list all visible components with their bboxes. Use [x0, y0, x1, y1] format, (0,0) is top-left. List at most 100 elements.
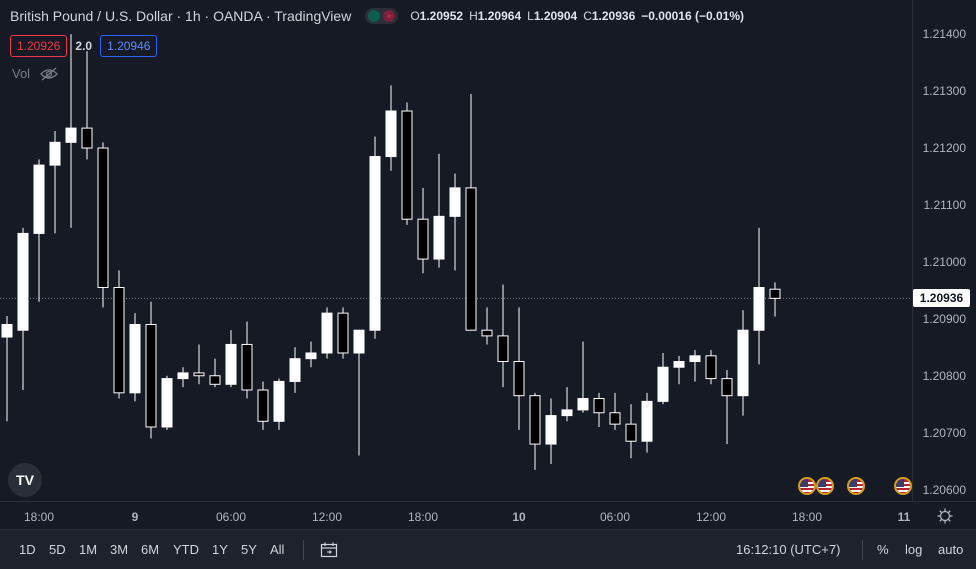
buy-price-button[interactable]: 1.20946: [100, 35, 158, 57]
divider: [303, 540, 304, 560]
candle-body: [321, 312, 333, 354]
symbol-legend[interactable]: British Pound / U.S. Dollar · 1h · OANDA…: [10, 8, 750, 24]
time-tick: 9: [131, 510, 139, 524]
time-tick: 06:00: [215, 510, 247, 524]
chart-settings-gear-icon[interactable]: [937, 508, 953, 524]
us-event-flag-icon[interactable]: [894, 477, 912, 495]
ohlc-high: H1.20964: [469, 9, 522, 23]
range-6m-button[interactable]: 6M: [141, 542, 160, 557]
market-open-icon[interactable]: ≈: [365, 8, 399, 24]
time-axis[interactable]: 18:00 9 06:00 12:00 18:00 10 06:00 12:00…: [0, 501, 976, 529]
candle: [81, 51, 93, 160]
price-tick: 1.21100: [923, 197, 967, 212]
candle: [609, 392, 621, 430]
us-event-flag-icon[interactable]: [847, 477, 865, 495]
range-5y-button[interactable]: 5Y: [241, 542, 257, 557]
candle: [561, 387, 573, 422]
candle: [1, 315, 13, 422]
auto-scale-toggle[interactable]: auto: [938, 542, 964, 557]
candle-body: [113, 287, 125, 394]
chart-area[interactable]: British Pound / U.S. Dollar · 1h · OANDA…: [0, 0, 912, 501]
candle: [593, 392, 605, 427]
candle-body: [97, 147, 109, 289]
candle-body: [49, 141, 61, 166]
candle-body: [561, 409, 573, 417]
candle: [529, 392, 541, 470]
percent-scale-toggle[interactable]: %: [877, 542, 889, 557]
candle-body: [545, 415, 557, 445]
candle-body: [1, 324, 13, 338]
timezone-clock[interactable]: 16:12:10 (UTC+7): [736, 542, 841, 557]
candle: [433, 153, 445, 268]
candle: [321, 307, 333, 359]
candle-body: [513, 361, 525, 397]
eye-hidden-icon[interactable]: [40, 67, 58, 81]
range-1d-button[interactable]: 1D: [19, 542, 36, 557]
candle: [497, 284, 509, 388]
candle: [369, 136, 381, 339]
tradingview-logo[interactable]: TV: [8, 463, 42, 497]
candle-body: [289, 358, 301, 382]
ohlc-change: −0.00016 (−0.01%): [641, 9, 745, 23]
candle-body: [481, 329, 493, 337]
ohlc-open: O1.20952: [410, 9, 464, 23]
range-all-button[interactable]: All: [270, 542, 285, 557]
candle: [305, 341, 317, 368]
range-5d-button[interactable]: 5D: [49, 542, 66, 557]
range-1m-button[interactable]: 1M: [79, 542, 98, 557]
candle-body: [193, 372, 205, 377]
candle: [417, 187, 429, 274]
candle: [753, 227, 765, 365]
range-3m-button[interactable]: 3M: [110, 542, 129, 557]
candle: [625, 404, 637, 459]
candle: [129, 313, 141, 402]
log-scale-toggle[interactable]: log: [905, 542, 923, 557]
candle-body: [401, 110, 413, 220]
time-tick: 12:00: [311, 510, 343, 524]
candle-body: [497, 335, 509, 363]
candlestick-plot[interactable]: [0, 0, 912, 501]
candle: [705, 350, 717, 385]
us-event-flag-icon[interactable]: [816, 477, 834, 495]
time-tick: 18:00: [23, 510, 55, 524]
candle-body: [705, 355, 717, 380]
candle: [257, 381, 269, 430]
symbol-title[interactable]: British Pound / U.S. Dollar · 1h · OANDA…: [10, 8, 352, 24]
price-tick: 1.20700: [922, 425, 966, 440]
candle-body: [433, 215, 445, 260]
us-event-flag-icon[interactable]: [798, 477, 816, 495]
candle-body: [369, 156, 381, 331]
candle-body: [241, 343, 253, 391]
candle-body: [417, 218, 429, 260]
candle: [465, 93, 477, 331]
candle: [481, 307, 493, 345]
range-1y-button[interactable]: 1Y: [212, 542, 228, 557]
candle: [337, 307, 349, 359]
range-ytd-button[interactable]: YTD: [173, 542, 199, 557]
candle: [577, 341, 589, 413]
sell-price-button[interactable]: 1.20926: [10, 35, 68, 57]
price-tick: 1.21300: [922, 84, 966, 99]
time-tick: 18:00: [407, 510, 439, 524]
candle: [33, 159, 45, 302]
candle-body: [577, 398, 589, 411]
candle: [289, 347, 301, 393]
time-tick: 18:00: [791, 510, 823, 524]
price-axis[interactable]: 1.21400 1.21300 1.21200 1.21100 1.21000 1.209…: [912, 0, 976, 501]
candle-body: [753, 287, 765, 331]
date-range-icon[interactable]: [320, 542, 338, 558]
candle: [193, 344, 205, 385]
candle-body: [177, 372, 189, 380]
candle: [689, 350, 701, 382]
time-tick: 11: [897, 510, 911, 524]
candle-body: [385, 110, 397, 158]
candle-body: [625, 423, 637, 442]
volume-indicator[interactable]: Vol: [12, 66, 58, 81]
candle: [161, 375, 173, 430]
candle-body: [449, 187, 461, 217]
candle-body: [129, 324, 141, 394]
candle-body: [225, 343, 237, 385]
candle-body: [65, 127, 77, 143]
candle-body: [609, 412, 621, 425]
volume-label: Vol: [12, 66, 31, 81]
